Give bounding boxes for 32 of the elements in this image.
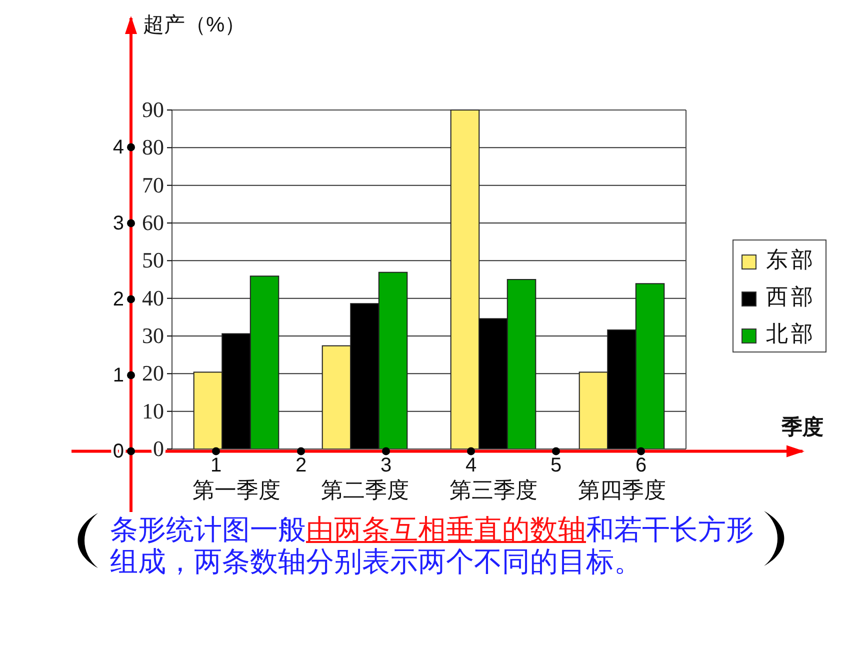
x-tick-label: 第四季度	[578, 478, 666, 503]
legend-label: 北部	[766, 321, 816, 346]
x2-tick-label: 6	[635, 454, 647, 476]
x-axis-title: 季度	[780, 415, 824, 440]
y-tick-label: 90	[142, 97, 164, 122]
y-tick-label: 50	[142, 248, 164, 273]
x2-tick-label: 5	[550, 454, 562, 476]
x2-tick-label: 2	[295, 454, 307, 476]
legend-label: 西部	[766, 284, 816, 310]
y2-tick-label: 3	[112, 212, 124, 235]
x-tick-label: 第二季度	[320, 478, 409, 503]
y2-tick-label: 2	[112, 288, 124, 311]
x2-tick-label: 1	[210, 454, 222, 476]
y-tick-label: 80	[142, 134, 164, 160]
x2-tick-label: 3	[380, 454, 392, 476]
x-tick-label: 第三季度	[449, 478, 538, 503]
legend-label: 东部	[766, 247, 816, 272]
text: 组成，两条数轴分别表示两个不同的目标。	[110, 545, 642, 578]
text: 和若干长方形	[586, 513, 754, 546]
x2-tick-label: 4	[465, 454, 477, 476]
text: 条形统计图一般	[110, 513, 306, 546]
y-tick-label: 10	[142, 398, 164, 424]
y-tick-label: 30	[142, 323, 164, 348]
y-axis-title: 超产（%）	[143, 14, 246, 37]
y-tick-label: 40	[142, 285, 164, 310]
y-tick-label: 70	[142, 172, 164, 198]
y2-tick-label: 4	[112, 136, 124, 159]
y-tick-label: 60	[142, 210, 164, 236]
y-tick-label: 20	[142, 360, 164, 386]
x-tick-label: 第一季度	[192, 478, 280, 503]
text: 由两条互相垂直的数轴	[306, 513, 586, 546]
y2-tick-label: 1	[112, 364, 124, 387]
